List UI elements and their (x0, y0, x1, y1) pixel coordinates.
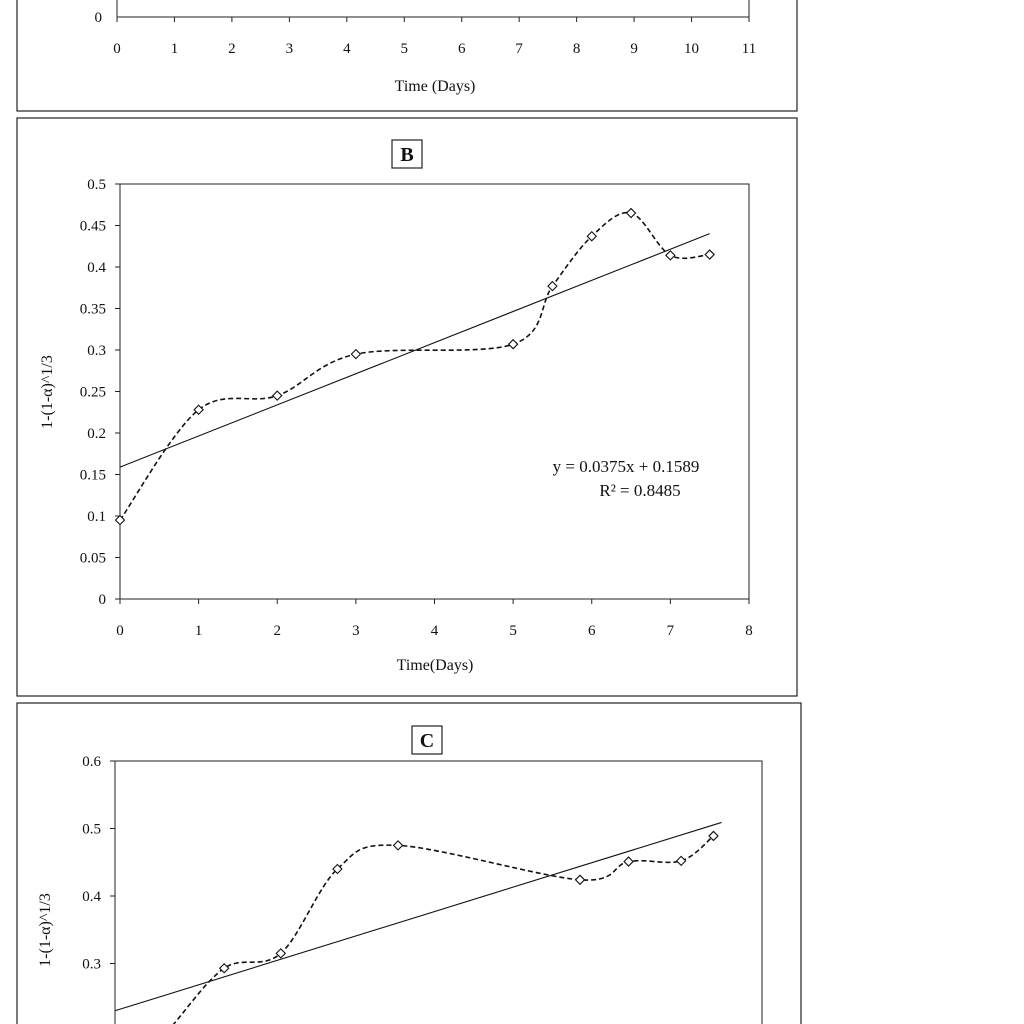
panel-b-frame (16, 117, 798, 697)
panel-b-y-tick-label: 0 (99, 592, 107, 608)
panel-c-letter: C (420, 730, 434, 752)
panel-a-x-tick-label: 0 (113, 41, 121, 57)
panel-c-frame (16, 702, 802, 1024)
panel-c-y-tick-label: 0.5 (82, 822, 101, 838)
panel-a-x-tick-label: 2 (228, 41, 236, 57)
panel-b-x-tick-label: 0 (116, 623, 124, 639)
panel-b-y-tick-label: 0.3 (87, 343, 106, 359)
panel-b-x-tick-label: 4 (431, 623, 439, 639)
panel-b-y-ticks: 0 0.05 0.1 0.15 0.2 0.25 0.3 0.35 0.4 0.45 0.5 (80, 177, 120, 608)
panel-b-y-tick-label: 0.1 (87, 509, 106, 525)
panel-b-plot-area (119, 183, 750, 600)
panel-c-y-tick-label: 0.3 (82, 957, 101, 973)
panel-a-x-tick-label: 10 (684, 41, 699, 57)
panel-b-letter-box (391, 139, 423, 169)
panel-b-x-ticks: 0 1 2 3 4 5 6 7 8 (116, 599, 753, 639)
panel-c-points (218, 830, 719, 974)
panel-b-data-point (507, 338, 519, 350)
panel-c-data-point (675, 855, 687, 867)
panel-b-x-tick-label: 5 (509, 623, 517, 639)
panel-b-data-point (625, 207, 637, 219)
panel-b-data-point (704, 249, 715, 260)
panel-a-x-tick-label: 11 (742, 41, 756, 57)
panel-b-y-tick-label: 0.15 (80, 468, 106, 484)
panel-c-data-point (332, 863, 343, 875)
panel-b-x-tick-label: 8 (745, 623, 753, 639)
panel-c-data-point (574, 874, 586, 886)
panel-a-x-tick-label: 9 (630, 41, 638, 57)
panel-b-data-point (665, 250, 676, 261)
panel-a-x-tick-label: 8 (573, 41, 581, 57)
panel-a-x-tick-label: 6 (458, 41, 466, 57)
panel-b-x-tick-label: 7 (667, 623, 675, 639)
panel-b-r-squared: R² = 0.8485 (599, 481, 680, 500)
panel-b-y-tick-label: 0.25 (80, 385, 106, 401)
panel-b-y-tick-label: 0.45 (80, 219, 106, 235)
panel-b-x-tick-label: 1 (195, 623, 203, 639)
panel-c-series-line (172, 835, 714, 1024)
panel-b-y-tick-label: 0.35 (80, 302, 106, 318)
panel-a-y-ticks: 0 (95, 10, 103, 26)
panel-c-y-tick-label: 0.6 (82, 754, 101, 770)
panel-c-y-tick-label: 0.4 (82, 889, 101, 905)
panel-b-data-point (586, 231, 598, 242)
panel-b-y-tick-label: 0.5 (87, 177, 106, 193)
panel-b-data-point (271, 390, 283, 401)
panel-c-data-point (708, 830, 719, 842)
panel-b-y-label: 1-(1-α)^1/3 (39, 355, 56, 429)
panel-c-data-point (275, 948, 287, 959)
panel-b-letter: B (400, 144, 413, 166)
panel-c-plot-area (114, 760, 763, 1024)
panel-a-x-tick-label: 1 (171, 41, 179, 57)
panel-a-x-label: Time (Days) (395, 78, 476, 95)
panel-a-frame (16, 0, 798, 112)
panel-b-y-tick-label: 0.4 (87, 260, 106, 276)
panel-a: 0 0 1 2 3 4 5 6 7 8 9 10 11 Time (Days) (16, 0, 798, 112)
panel-b-y-tick-label: 0.2 (87, 426, 106, 442)
panel-b-points (114, 207, 715, 526)
panel-b-equation: y = 0.0375x + 0.1589 (553, 457, 700, 476)
panel-b-x-label: Time(Days) (397, 657, 474, 674)
panel-b-x-tick-label: 3 (352, 623, 360, 639)
panel-a-x-tick-label: 4 (343, 41, 351, 57)
panel-c-trendline (114, 821, 722, 1012)
panel-a-x-tick-label: 5 (401, 41, 409, 57)
panel-a-x-tick-label: 3 (286, 41, 294, 57)
panel-b-y-tick-label: 0.05 (80, 551, 106, 567)
panel-a-x-ticks: 0 1 2 3 4 5 6 7 8 9 10 11 (113, 17, 756, 57)
panel-a-plot-area (116, 0, 750, 18)
panel-c-data-point (392, 840, 404, 851)
panel-c-data-point (623, 856, 634, 867)
panel-b-data-point (547, 280, 558, 292)
panel-b-data-point (350, 348, 362, 360)
panel-c-letter-box (411, 725, 443, 755)
panel-c-data-point (218, 962, 230, 974)
panel-b-x-tick-label: 2 (274, 623, 282, 639)
panel-b-x-tick-label: 6 (588, 623, 596, 639)
panel-b: B 0 0.05 0.1 0.15 0.2 0.25 0.3 0.35 0.4 0.45 0.5 0… (16, 117, 798, 697)
panel-a-y-tick-label: 0 (95, 10, 103, 26)
panel-c: C 0.3 0.4 0.5 0.6 1-(1-α)^1/3 (16, 702, 802, 1024)
panel-b-data-point (114, 514, 126, 526)
panel-c-y-label: 1-(1-α)^1/3 (37, 893, 54, 967)
panel-c-y-ticks: 0.3 0.4 0.5 0.6 (82, 754, 115, 973)
panel-b-data-point (193, 404, 204, 416)
panel-b-trendline (119, 233, 710, 468)
panel-a-x-tick-label: 7 (515, 41, 523, 57)
